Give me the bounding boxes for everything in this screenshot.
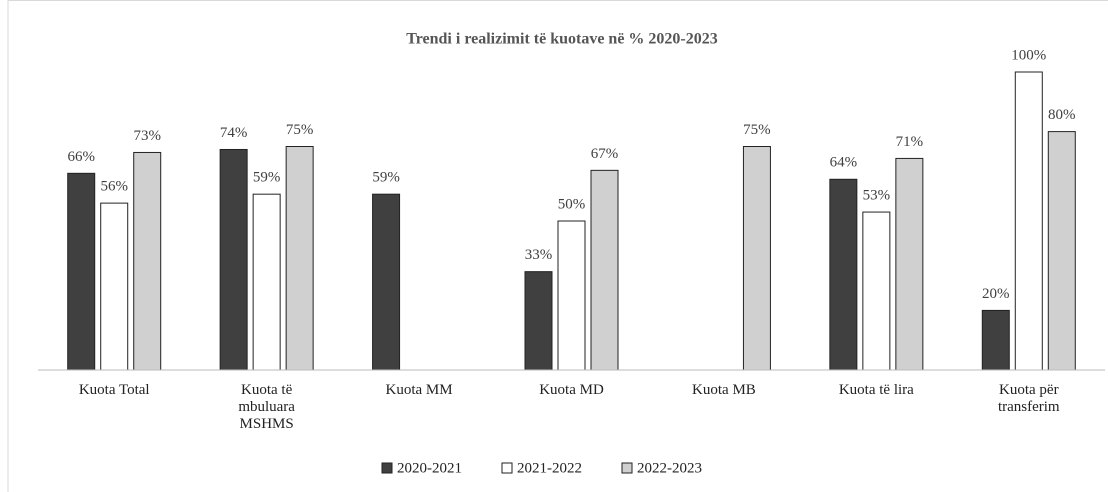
legend-swatch bbox=[621, 462, 633, 474]
x-tick-label: Kuota MB bbox=[692, 382, 756, 398]
data-label: 80% bbox=[1048, 107, 1076, 123]
bar bbox=[524, 271, 553, 371]
data-label: 64% bbox=[830, 155, 858, 171]
x-tick-label: Kuota MM bbox=[385, 382, 453, 398]
legend-label: 2022-2023 bbox=[637, 460, 702, 476]
x-tick-label: Kuota MD bbox=[539, 382, 604, 398]
bar bbox=[133, 151, 162, 371]
bar bbox=[742, 146, 771, 371]
bar bbox=[100, 202, 129, 371]
bar bbox=[1014, 71, 1043, 371]
bar bbox=[557, 220, 586, 371]
x-tick-label: Kuota për transferim bbox=[997, 382, 1060, 415]
bar bbox=[590, 169, 619, 371]
data-label: 59% bbox=[253, 170, 281, 186]
bar bbox=[252, 193, 281, 371]
data-label: 50% bbox=[558, 196, 586, 212]
bar bbox=[372, 193, 401, 371]
bar bbox=[981, 309, 1010, 371]
chart-title: Trendi i realizimit të kuotave në % 2020… bbox=[406, 31, 718, 48]
data-label: 75% bbox=[743, 122, 771, 138]
data-label: 71% bbox=[896, 134, 924, 150]
data-label: 100% bbox=[1011, 47, 1046, 63]
x-tick-label: Kuota Total bbox=[78, 382, 150, 398]
data-label: 59% bbox=[372, 170, 400, 186]
legend-swatch bbox=[501, 462, 513, 474]
data-label: 75% bbox=[286, 122, 314, 138]
data-label: 33% bbox=[525, 247, 553, 263]
x-tick-label: Kuota të mbuluara MSHMS bbox=[238, 382, 295, 432]
data-label: 67% bbox=[591, 146, 619, 162]
data-label: 20% bbox=[982, 286, 1010, 302]
data-label: 74% bbox=[220, 125, 248, 141]
bar bbox=[1047, 131, 1076, 371]
data-label: 66% bbox=[67, 149, 95, 165]
legend-label: 2021-2022 bbox=[517, 460, 582, 476]
bar bbox=[67, 172, 96, 371]
bar bbox=[895, 157, 924, 371]
x-tick-label: Kuota të lira bbox=[838, 382, 914, 398]
bar bbox=[219, 148, 248, 371]
bar bbox=[862, 211, 891, 371]
bar bbox=[829, 178, 858, 371]
legend-swatch bbox=[381, 462, 393, 474]
data-label: 73% bbox=[133, 128, 161, 144]
bar bbox=[285, 146, 314, 371]
data-label: 53% bbox=[863, 187, 891, 203]
data-label: 56% bbox=[100, 179, 128, 195]
legend-label: 2020-2021 bbox=[397, 460, 462, 476]
